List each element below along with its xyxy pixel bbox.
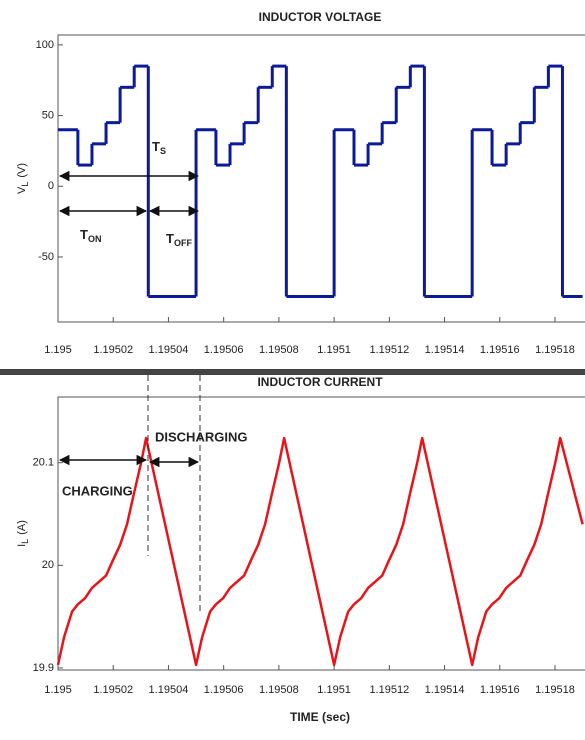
y-tick-label: 19.9	[33, 662, 54, 674]
x-tick-label: 1.19518	[535, 344, 575, 356]
x-tick-label: 1.19516	[480, 344, 520, 356]
y-axis-label-unit: (A)	[16, 520, 28, 535]
ts-label-main: T	[152, 139, 160, 154]
y-axis-label-main: V	[16, 186, 28, 194]
x-tick-label: 1.19508	[259, 344, 299, 356]
x-tick-label: 1.19514	[425, 344, 465, 356]
x-tick-label: 1.19504	[149, 344, 189, 356]
charging-label: CHARGING	[62, 483, 133, 498]
y-axis-label-sub: L	[20, 539, 30, 544]
x-tick-label: 1.19506	[204, 344, 244, 356]
x-tick-label: 1.1951	[317, 344, 351, 356]
x-tick-label: 1.19512	[369, 684, 409, 696]
x-tick-label: 1.19512	[369, 344, 409, 356]
y-tick-label: 0	[48, 180, 54, 192]
toff-label-main: T	[166, 231, 174, 246]
y-axis-label: VL (V)	[16, 163, 30, 194]
x-tick-label: 1.19508	[259, 684, 299, 696]
discharging-label: DISCHARGING	[155, 429, 247, 444]
y-tick-label: 100	[36, 39, 54, 51]
x-tick-label: 1.19506	[204, 684, 244, 696]
x-tick-label: 1.19504	[149, 684, 189, 696]
x-tick-label: 1.19502	[93, 684, 133, 696]
y-tick-label: 20	[42, 559, 54, 571]
plot-area	[57, 34, 585, 323]
chart-title: INDUCTOR CURRENT	[257, 375, 383, 389]
toff-label: TOFF	[166, 231, 192, 248]
ts-label-sub: S	[160, 146, 166, 156]
x-tick-label: 1.1951	[317, 684, 351, 696]
y-axis-label: IL (A)	[16, 520, 30, 547]
ts-label: TS	[152, 139, 166, 156]
divider	[0, 369, 585, 375]
ton-label-main: T	[80, 227, 88, 242]
plot-area	[57, 396, 585, 671]
x-axis-label: TIME (sec)	[290, 710, 350, 724]
x-tick-label: 1.19518	[535, 684, 575, 696]
x-tick-label: 1.195	[44, 684, 72, 696]
chart-title: INDUCTOR VOLTAGE	[259, 10, 382, 24]
y-tick-label: 20.1	[33, 457, 54, 469]
y-tick-label: 50	[42, 109, 54, 121]
x-tick-label: 1.19502	[93, 344, 133, 356]
y-axis-label-main: I	[16, 544, 28, 547]
toff-label-sub: OFF	[174, 238, 192, 248]
y-tick-label: -50	[38, 251, 54, 263]
ton-label: TON	[80, 227, 101, 244]
y-axis-label-unit: (V)	[16, 163, 28, 178]
x-tick-label: 1.19516	[480, 684, 520, 696]
current-line	[56, 436, 584, 667]
y-axis-label-sub: L	[20, 182, 30, 187]
ton-label-sub: ON	[88, 234, 102, 244]
x-tick-label: 1.19514	[425, 684, 465, 696]
x-tick-label: 1.195	[44, 344, 72, 356]
